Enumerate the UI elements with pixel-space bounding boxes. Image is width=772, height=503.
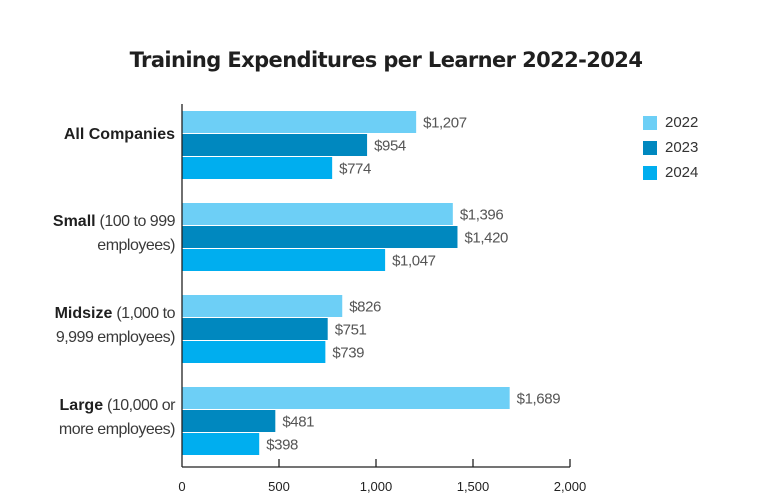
legend: 2022 2023 2024 — [643, 110, 698, 185]
bar-2024 — [182, 433, 260, 455]
legend-item-2023: 2023 — [643, 135, 698, 160]
x-tick-label: 0 — [178, 479, 185, 494]
data-label: $751 — [335, 322, 367, 339]
data-label: $826 — [349, 299, 381, 316]
bar-2022 — [182, 387, 510, 409]
category-label: Small (100 to 999 employees) — [52, 210, 176, 258]
legend-swatch — [643, 140, 657, 155]
x-tick-label: 500 — [268, 479, 290, 494]
legend-label: 2024 — [665, 164, 699, 181]
data-label: $1,207 — [423, 115, 467, 132]
category-label: Large (10,000 or more employees) — [58, 394, 176, 442]
category-label: Midsize (1,000 to 9,999 employees) — [54, 302, 176, 350]
category-detail: (10,000 or — [103, 397, 175, 414]
x-tick-label: 1,500 — [457, 479, 490, 494]
data-label: $774 — [339, 161, 371, 178]
data-label: $1,047 — [392, 253, 436, 270]
category-detail-line2: employees) — [97, 237, 175, 254]
bar-2024 — [182, 341, 326, 363]
bar-2023 — [182, 410, 276, 432]
category-name: All Companies — [63, 126, 175, 143]
bar-2024 — [182, 157, 333, 179]
x-tick-label: 1,000 — [360, 479, 393, 494]
data-label: $1,420 — [464, 230, 508, 247]
category-name: Large — [59, 397, 104, 414]
legend-swatch — [643, 115, 657, 130]
data-label: $739 — [332, 345, 364, 362]
chart-title: Training Expenditures per Learner 2022-2… — [129, 48, 643, 72]
category-name: Midsize — [54, 305, 113, 322]
category-detail: (100 to 999 — [95, 213, 176, 230]
bar-2024 — [182, 249, 386, 271]
category-detail-line2: more employees) — [58, 421, 176, 438]
data-label: $398 — [266, 437, 298, 454]
category-label: All Companies — [64, 123, 175, 147]
bar-2023 — [182, 226, 458, 248]
legend-swatch — [643, 165, 657, 180]
data-label: $954 — [374, 138, 406, 155]
data-label: $1,689 — [517, 391, 561, 408]
x-tick-label: 2,000 — [554, 479, 587, 494]
bar-2022 — [182, 111, 417, 133]
category-detail: (1,000 to — [112, 305, 175, 322]
data-label: $481 — [282, 414, 314, 431]
legend-label: 2022 — [665, 114, 699, 131]
bar-2022 — [182, 203, 453, 225]
legend-item-2024: 2024 — [643, 160, 698, 185]
bar-2023 — [182, 134, 368, 156]
category-detail-line2: 9,999 employees) — [55, 329, 176, 346]
bar-2022 — [182, 295, 343, 317]
category-name: Small — [52, 213, 96, 230]
data-label: $1,396 — [460, 207, 504, 224]
legend-item-2022: 2022 — [643, 110, 698, 135]
legend-label: 2023 — [665, 139, 699, 156]
bar-2023 — [182, 318, 328, 340]
